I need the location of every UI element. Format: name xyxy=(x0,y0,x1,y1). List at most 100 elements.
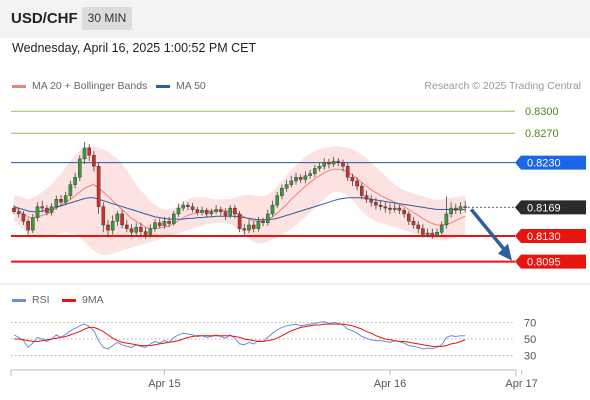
candle-body xyxy=(228,207,233,216)
candle xyxy=(143,227,148,239)
candle xyxy=(139,222,143,236)
candle-body xyxy=(40,206,44,209)
candle xyxy=(374,197,378,210)
candle-body xyxy=(425,232,430,235)
ma50-swatch xyxy=(156,84,170,88)
level-tag-0.8230 xyxy=(515,155,586,170)
candle xyxy=(294,172,298,185)
candle xyxy=(54,195,59,210)
candle xyxy=(430,228,435,239)
candle xyxy=(21,211,26,225)
candle xyxy=(411,216,416,229)
candle-body xyxy=(16,211,21,215)
candle-body xyxy=(12,207,16,212)
candle-body xyxy=(341,162,345,167)
candle-body xyxy=(345,166,350,178)
candle xyxy=(266,209,270,226)
candle-body xyxy=(106,224,110,231)
candle xyxy=(162,216,167,229)
candle xyxy=(256,216,261,232)
candle-body xyxy=(157,222,162,226)
candle xyxy=(458,202,463,214)
candle-body xyxy=(171,213,176,224)
candle-body xyxy=(369,199,374,203)
symbol-title: USD/CHF xyxy=(11,10,78,27)
candle-body xyxy=(45,207,49,213)
candle xyxy=(110,215,115,235)
candle-body xyxy=(82,147,87,160)
candle xyxy=(275,191,280,209)
candle xyxy=(92,150,96,172)
forecast-arrow-head xyxy=(498,243,512,261)
candle xyxy=(350,173,355,187)
candle-body xyxy=(298,177,303,180)
candle xyxy=(317,162,322,172)
candle-body xyxy=(237,213,242,229)
level-tag-0.8095 xyxy=(515,254,586,269)
level-label-0.8169: 0.8169 xyxy=(527,202,561,214)
candle xyxy=(16,208,21,218)
candle xyxy=(237,211,242,233)
level-label-0.8095: 0.8095 xyxy=(527,257,561,269)
timeframe-badge[interactable]: 30 MIN xyxy=(82,7,132,30)
candle-body xyxy=(251,224,256,229)
candle xyxy=(223,208,228,220)
candle-body xyxy=(266,213,270,223)
candle xyxy=(327,158,331,169)
candle-body xyxy=(411,221,416,226)
candle xyxy=(214,205,218,214)
candle-body xyxy=(284,184,289,189)
candle xyxy=(397,205,402,214)
candle xyxy=(96,162,101,214)
candle-body xyxy=(139,226,143,232)
candle-body xyxy=(388,207,392,210)
level-label-0.8230: 0.8230 xyxy=(527,158,561,170)
time-axis-label: Apr 17 xyxy=(505,378,537,390)
legend-ma50: MA 50 xyxy=(156,80,206,92)
candle xyxy=(242,224,247,235)
candle xyxy=(157,218,162,229)
candle xyxy=(336,158,341,167)
candle xyxy=(101,202,106,233)
candles-layer xyxy=(12,142,468,239)
forecast-arrow-shaft xyxy=(469,208,508,253)
candle-body xyxy=(261,221,265,223)
candle xyxy=(115,211,120,226)
candle-body xyxy=(355,180,359,187)
candle-body xyxy=(350,177,355,182)
candle xyxy=(289,175,294,188)
candle xyxy=(345,162,350,181)
rsi-tick-label: 50 xyxy=(524,334,536,346)
candle xyxy=(378,200,383,211)
candle xyxy=(360,183,364,200)
candle xyxy=(45,205,49,216)
level-tag-0.8169 xyxy=(515,200,586,215)
candle-body xyxy=(439,224,444,233)
candle-body xyxy=(360,185,364,196)
candle-body xyxy=(270,204,275,215)
candle-body xyxy=(378,204,383,207)
candle xyxy=(129,224,134,236)
candle xyxy=(190,202,195,213)
rsi-tick-label: 70 xyxy=(524,318,536,330)
candle-body xyxy=(120,213,124,226)
candle xyxy=(106,219,110,238)
candle-body xyxy=(223,211,228,216)
candle-body xyxy=(397,207,402,211)
candle-body xyxy=(416,224,421,229)
candle-body xyxy=(256,221,261,229)
candle xyxy=(308,169,312,179)
candle-body xyxy=(124,224,129,229)
candle-body xyxy=(383,206,388,209)
rsi-ma-line xyxy=(14,323,466,347)
candle-body xyxy=(454,207,458,211)
candle xyxy=(77,155,82,181)
candle xyxy=(303,171,308,184)
candle-body xyxy=(49,206,54,213)
candle xyxy=(49,202,54,216)
candle xyxy=(87,144,91,162)
legend-rsi-ma: 9MA xyxy=(62,294,104,306)
candle-body xyxy=(63,195,68,203)
legend-rsi: RSI xyxy=(12,294,50,306)
